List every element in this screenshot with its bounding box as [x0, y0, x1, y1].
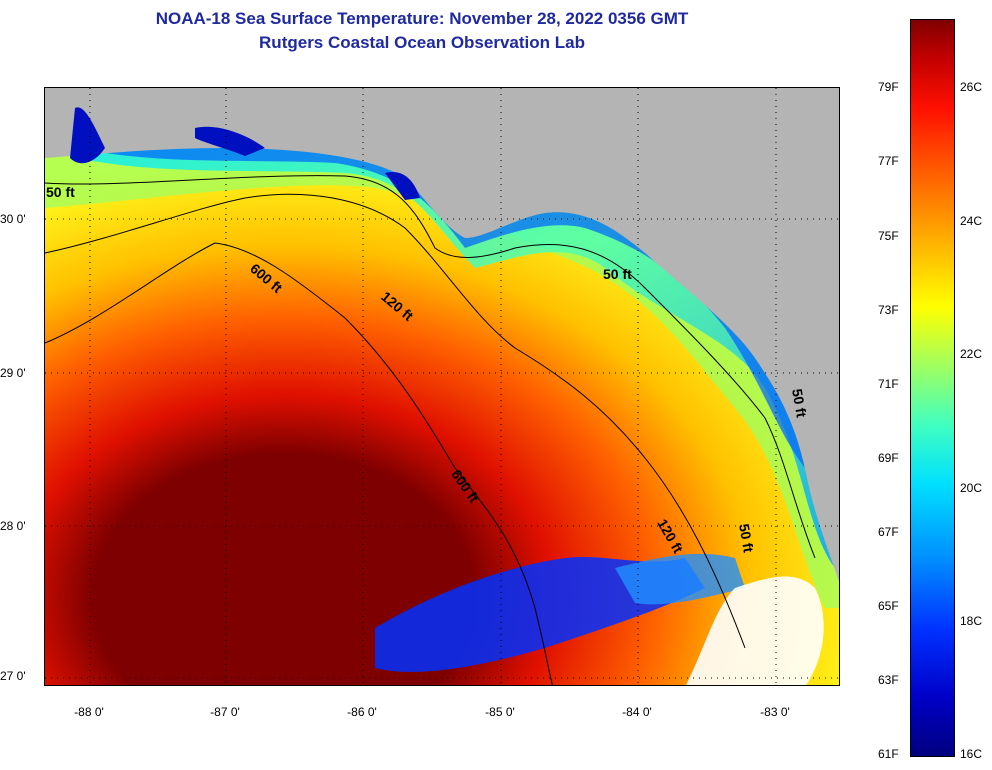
colorbar-label-c: 18C: [960, 614, 983, 628]
longitude-label: -87 0': [210, 705, 240, 719]
contour-50ft: [45, 175, 816, 559]
bay: [385, 172, 420, 200]
contour-label: 50 ft: [603, 266, 632, 282]
cloud-cover: [685, 576, 824, 685]
longitude-label: -86 0': [347, 705, 377, 719]
colorbar-label-c: 16C: [960, 747, 983, 761]
latitude-label: 30 0': [0, 212, 26, 226]
land-mass: [45, 88, 839, 582]
longitude-label: -84 0': [622, 705, 652, 719]
colorbar-label-f: 73F: [878, 303, 899, 317]
cold-filament: [375, 556, 705, 672]
contour-label: 50 ft: [46, 184, 75, 200]
colorbar-label-c: 20C: [960, 481, 983, 495]
sst-map: [44, 87, 840, 686]
colorbar-label-f: 77F: [878, 154, 899, 168]
colorbar-label-c: 22C: [960, 347, 983, 361]
longitude-label: -83 0': [760, 705, 790, 719]
bay: [195, 126, 265, 156]
longitude-label: -88 0': [74, 705, 104, 719]
colorbar-label-f: 65F: [878, 599, 899, 613]
contour-600ft: [45, 242, 553, 685]
colorbar-label-f: 63F: [878, 673, 899, 687]
colorbar-label-f: 67F: [878, 525, 899, 539]
map-title: NOAA-18 Sea Surface Temperature: Novembe…: [155, 9, 689, 28]
longitude-label: -85 0': [485, 705, 515, 719]
sst-map-image: [45, 88, 839, 685]
colorbar-label-f: 79F: [878, 80, 899, 94]
contour-120ft: [45, 193, 746, 649]
bay: [70, 107, 105, 164]
colorbar-label-c: 26C: [960, 80, 983, 94]
cold-filament: [615, 553, 745, 605]
latitude-label: 29 0': [0, 366, 26, 380]
latitude-label: 27 0': [0, 669, 26, 683]
bathymetry-contours: [45, 175, 816, 685]
colorbar-label-f: 61F: [878, 747, 899, 761]
colorbar-label-f: 69F: [878, 451, 899, 465]
temperature-colorbar: [910, 19, 955, 757]
map-subtitle: Rutgers Coastal Ocean Observation Lab: [259, 33, 585, 52]
colorbar-label-f: 71F: [878, 377, 899, 391]
graticule: [45, 88, 839, 685]
latitude-label: 28 0': [0, 519, 26, 533]
colorbar-label-f: 75F: [878, 229, 899, 243]
colorbar-label-c: 24C: [960, 214, 983, 228]
